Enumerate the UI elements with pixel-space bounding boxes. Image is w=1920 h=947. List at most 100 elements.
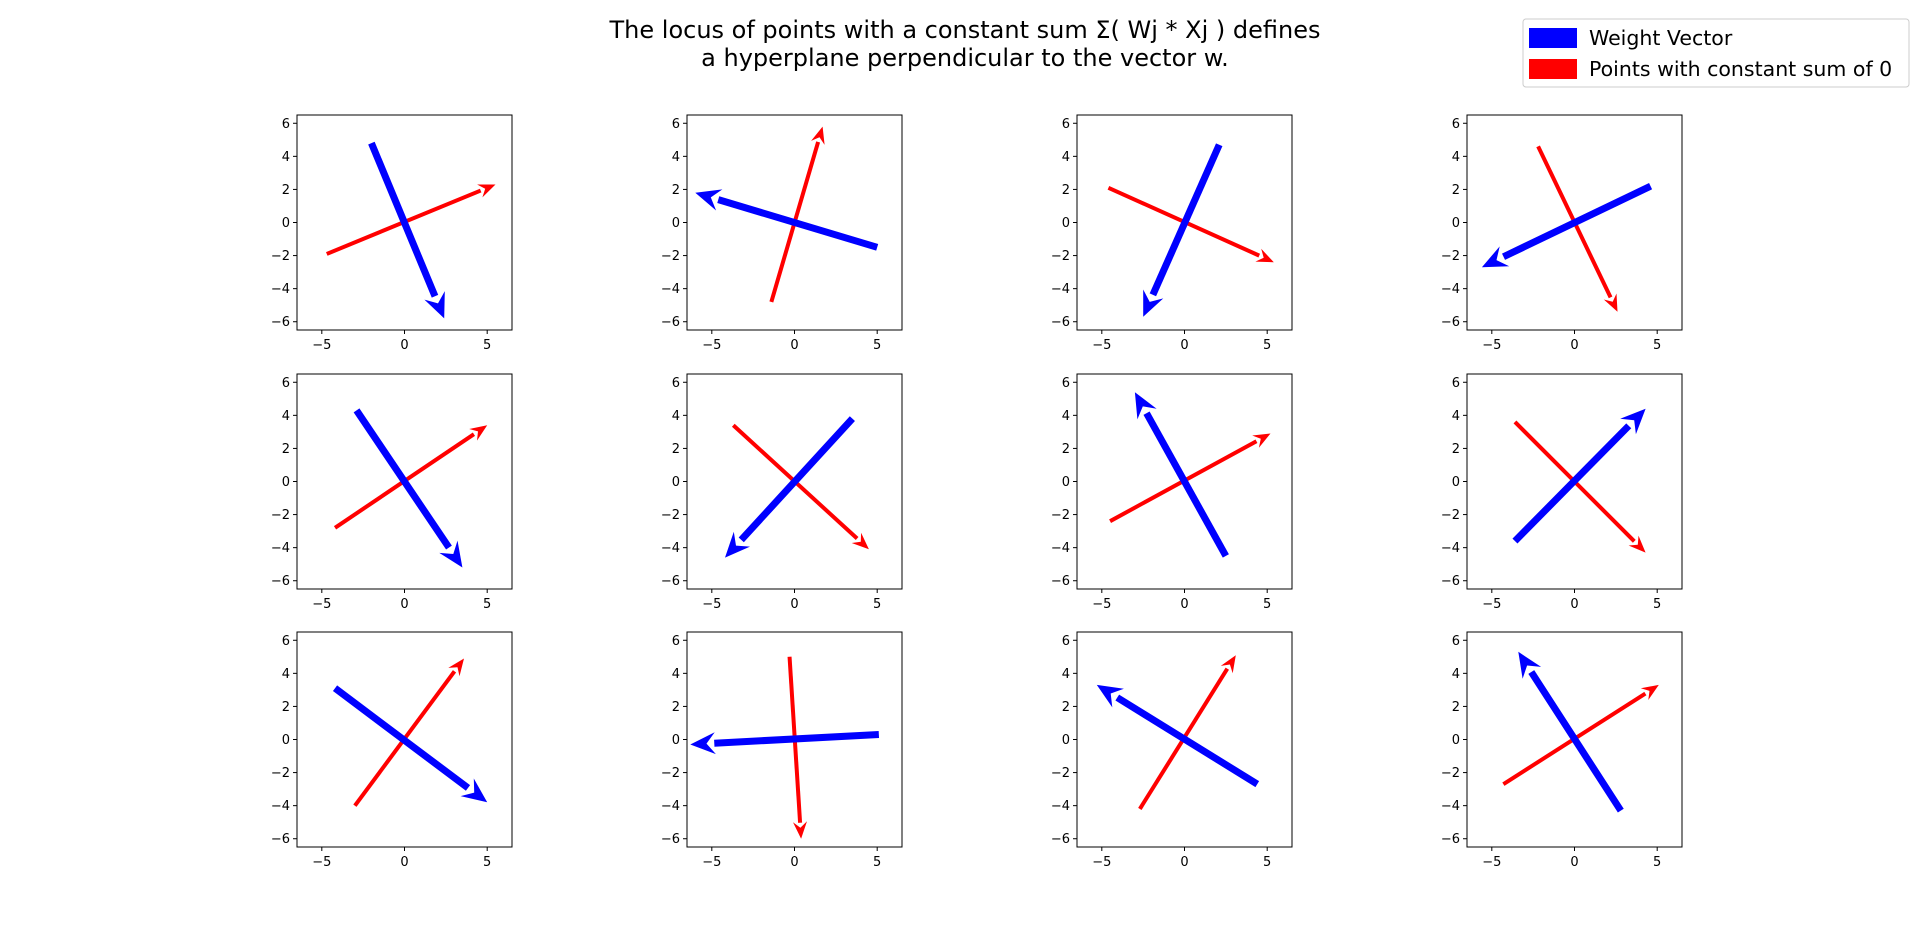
y-tick-label: 4 xyxy=(282,150,290,165)
y-tick-label: −6 xyxy=(271,574,290,589)
y-tick-label: −2 xyxy=(1441,508,1460,523)
points-arrow-head xyxy=(1628,535,1646,553)
subplot-11: −5 0 5 6 4 2 0 −2 −4 −6 xyxy=(1051,631,1293,870)
subplot-grid: −5 0 5 6 4 2 0 −2 −4 −6 −5 0 5 6 4 2 0 −2 −4 −6 −5 0 5 6 4 2 0 −2 −4… xyxy=(271,114,1683,870)
subplot-12: −5 0 5 6 4 2 0 −2 −4 −6 xyxy=(1441,631,1683,870)
y-tick-label: 2 xyxy=(672,700,680,715)
x-tick-label: −5 xyxy=(1092,855,1111,870)
weight-arrow-head xyxy=(690,732,716,755)
weight-arrow-head xyxy=(695,189,723,211)
points-arrow-head xyxy=(1255,248,1274,263)
y-tick-label: 6 xyxy=(1062,117,1070,132)
y-tick-label: −6 xyxy=(1051,832,1070,847)
weight-arrow-head xyxy=(1620,408,1646,435)
points-arrow-head xyxy=(811,126,825,145)
subplot-3: −5 0 5 6 4 2 0 −2 −4 −6 xyxy=(1051,114,1293,353)
y-tick-label: 4 xyxy=(672,667,680,682)
y-tick-label: −4 xyxy=(1051,799,1070,814)
y-tick-label: 6 xyxy=(282,376,290,391)
y-tick-label: −6 xyxy=(661,832,680,847)
y-tick-label: 0 xyxy=(1062,216,1070,231)
y-tick-label: 6 xyxy=(1452,117,1460,132)
x-tick-label: 0 xyxy=(400,597,408,612)
y-tick-label: −2 xyxy=(271,766,290,781)
weight-arrow-head xyxy=(460,778,488,803)
weight-arrow-shaft xyxy=(1143,411,1229,558)
x-tick-label: 0 xyxy=(790,338,798,353)
y-tick-label: 0 xyxy=(282,733,290,748)
y-tick-label: 2 xyxy=(282,442,290,457)
points-arrow-head xyxy=(1220,655,1236,674)
x-tick-label: −5 xyxy=(1092,597,1111,612)
weight-arrow-head xyxy=(1134,392,1157,420)
x-tick-label: 5 xyxy=(483,338,491,353)
x-tick-label: 5 xyxy=(483,597,491,612)
y-tick-label: 2 xyxy=(1062,700,1070,715)
y-tick-label: −2 xyxy=(1051,766,1070,781)
y-tick-label: 2 xyxy=(1452,700,1460,715)
y-tick-label: 4 xyxy=(282,667,290,682)
y-tick-label: 0 xyxy=(1062,733,1070,748)
legend-label-points: Points with constant sum of 0 xyxy=(1589,57,1892,81)
y-tick-label: −2 xyxy=(1051,508,1070,523)
axes-frame xyxy=(686,114,903,331)
x-tick-label: 5 xyxy=(1263,597,1271,612)
x-tick-label: −5 xyxy=(702,597,721,612)
weight-arrow-shaft xyxy=(717,196,879,251)
y-tick-label: 6 xyxy=(672,376,680,391)
weight-arrow-head xyxy=(1518,651,1542,679)
x-tick-label: 0 xyxy=(1570,338,1578,353)
y-tick-label: −6 xyxy=(1441,315,1460,330)
y-tick-label: −2 xyxy=(661,249,680,264)
y-tick-label: 6 xyxy=(672,117,680,132)
x-tick-label: 5 xyxy=(1653,338,1661,353)
y-tick-label: −6 xyxy=(661,315,680,330)
y-tick-label: −4 xyxy=(661,282,680,297)
weight-arrow-shaft xyxy=(1512,423,1632,544)
y-tick-label: −2 xyxy=(661,508,680,523)
legend-swatch-points xyxy=(1529,59,1577,79)
x-tick-label: 5 xyxy=(873,338,881,353)
x-tick-label: 5 xyxy=(483,855,491,870)
y-tick-label: 4 xyxy=(672,150,680,165)
y-tick-label: −6 xyxy=(271,832,290,847)
y-tick-label: 6 xyxy=(1062,634,1070,649)
y-tick-label: 0 xyxy=(672,216,680,231)
x-tick-label: 5 xyxy=(1263,338,1271,353)
y-tick-label: −2 xyxy=(271,508,290,523)
y-tick-label: −4 xyxy=(1441,541,1460,556)
weight-arrow-head xyxy=(439,540,463,568)
x-tick-label: 0 xyxy=(1570,597,1578,612)
y-tick-label: −4 xyxy=(661,799,680,814)
points-arrow-head xyxy=(477,184,496,198)
y-tick-label: 4 xyxy=(1452,150,1460,165)
y-tick-label: −2 xyxy=(1441,766,1460,781)
y-tick-label: −6 xyxy=(661,574,680,589)
points-arrow-head xyxy=(1252,433,1271,448)
x-tick-label: 5 xyxy=(873,855,881,870)
x-tick-label: −5 xyxy=(1482,597,1501,612)
y-tick-label: 0 xyxy=(672,475,680,490)
y-tick-label: −6 xyxy=(1051,574,1070,589)
x-tick-label: −5 xyxy=(702,855,721,870)
subplot-4: −5 0 5 6 4 2 0 −2 −4 −6 xyxy=(1441,114,1683,353)
x-tick-label: 0 xyxy=(790,855,798,870)
points-arrow-head xyxy=(1603,293,1618,312)
y-tick-label: 0 xyxy=(1062,475,1070,490)
x-tick-label: 0 xyxy=(400,855,408,870)
y-tick-label: −2 xyxy=(1441,249,1460,264)
y-tick-label: 4 xyxy=(1062,667,1070,682)
y-tick-label: 0 xyxy=(282,216,290,231)
y-tick-label: 0 xyxy=(282,475,290,490)
legend-label-weight: Weight Vector xyxy=(1589,26,1733,50)
x-tick-label: 5 xyxy=(873,597,881,612)
x-tick-label: −5 xyxy=(312,338,331,353)
y-tick-label: 4 xyxy=(1062,409,1070,424)
y-tick-label: 2 xyxy=(1062,442,1070,457)
y-tick-label: 6 xyxy=(282,634,290,649)
y-tick-label: 4 xyxy=(282,409,290,424)
y-tick-label: 0 xyxy=(1452,733,1460,748)
y-tick-label: 0 xyxy=(1452,216,1460,231)
subplot-6: −5 0 5 6 4 2 0 −2 −4 −6 xyxy=(661,373,903,612)
y-tick-label: −2 xyxy=(661,766,680,781)
